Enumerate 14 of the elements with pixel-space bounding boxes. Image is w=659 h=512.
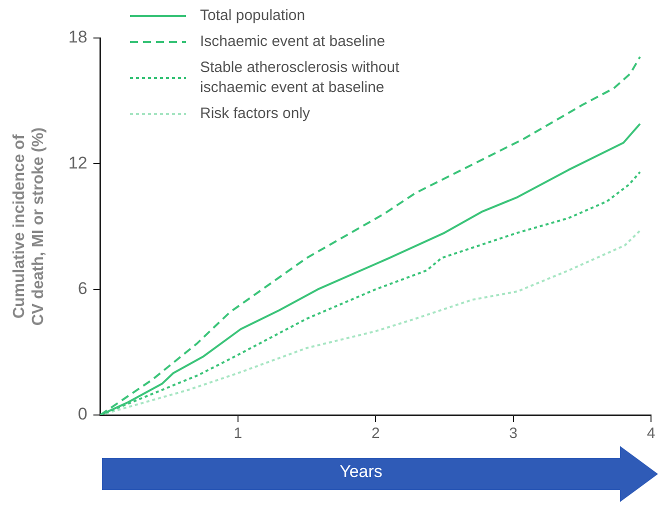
x-tick-label: 2 <box>371 425 380 442</box>
legend-label: Risk factors only <box>200 104 310 124</box>
legend-label: Total population <box>200 6 306 26</box>
x-axis-title: Years <box>338 462 384 482</box>
y-tick-label: 18 <box>68 28 88 47</box>
legend-label: Stable atherosclerosis without ischaemic event at baseline <box>200 58 400 98</box>
y-tick-label: 0 <box>78 404 88 424</box>
legend-label: Ischaemic event at baseline <box>200 32 386 52</box>
x-tick-label: 3 <box>509 425 518 442</box>
y-axis-title: Cumulative incidence of CV death, MI or stroke (%) <box>11 127 48 326</box>
x-tick-label: 4 <box>646 425 656 442</box>
x-tick-label: 1 <box>234 425 242 442</box>
y-tick-label: 12 <box>68 153 88 172</box>
y-tick-label: 6 <box>78 279 88 298</box>
